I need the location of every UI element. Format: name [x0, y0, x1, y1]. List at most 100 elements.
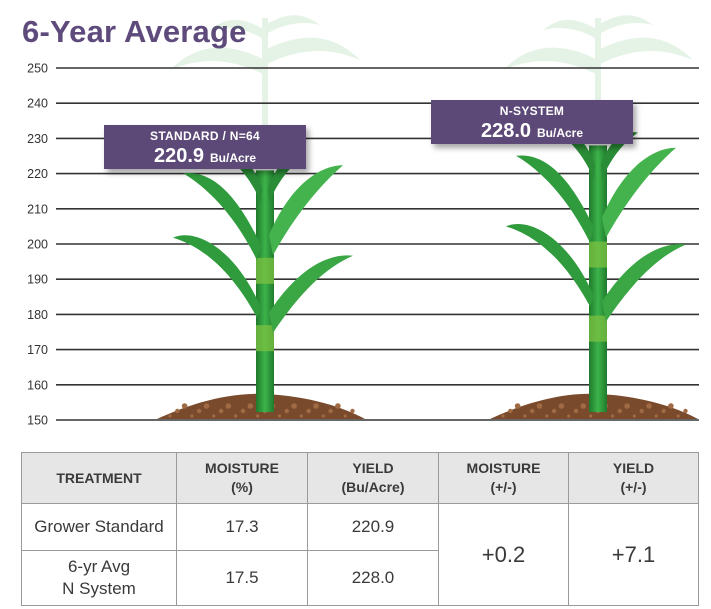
- soil-speck: [306, 408, 311, 414]
- soil-speck: [668, 403, 674, 409]
- soil-speck: [247, 403, 254, 409]
- table-row: 6-yr Avg N System 17.5 228.0: [21, 550, 699, 606]
- soil-speck: [212, 414, 216, 418]
- callout-box: [431, 100, 633, 144]
- corn-plant-icon: [490, 132, 698, 419]
- cell-yield: 228.0: [307, 550, 439, 606]
- header-moisture-diff-unit: (+/-): [490, 479, 517, 495]
- leaf: [516, 155, 594, 243]
- header-treatment: TREATMENT: [21, 452, 177, 504]
- soil-speck: [335, 403, 341, 409]
- soil-speck: [175, 408, 180, 414]
- table-header-row: TREATMENT MOISTURE (%) YIELD (Bu/Acre) M…: [21, 452, 699, 504]
- value-callout: N-SYSTEM 228.0 Bu/Acre: [431, 100, 633, 144]
- corn-plant-icon: [157, 155, 365, 419]
- y-tick-label: 250: [27, 62, 48, 76]
- soil-speck: [545, 414, 549, 418]
- soil-speck: [240, 408, 246, 414]
- cell-moisture: 17.5: [176, 550, 308, 606]
- soil-speck: [646, 403, 652, 409]
- soil-speck: [218, 408, 224, 414]
- leaf: [506, 223, 594, 307]
- page-title: 6-Year Average: [22, 14, 247, 49]
- header-treatment-label: TREATMENT: [56, 469, 142, 486]
- soil-speck: [589, 414, 593, 418]
- cell-yield: 220.9: [307, 503, 439, 551]
- soil-speck: [501, 414, 505, 418]
- yield-chart: 250 240 230 220 210 200 190 180 170 160 150 STANDA…: [27, 15, 699, 428]
- background-plant-silhouettes: [170, 15, 693, 128]
- y-tick-label: 150: [27, 414, 48, 428]
- treatment-label: Grower Standard: [34, 517, 164, 536]
- y-tick-label: 230: [27, 132, 48, 146]
- cell-moisture: 17.3: [176, 503, 308, 551]
- soil-speck: [536, 403, 543, 409]
- soil-speck: [234, 414, 238, 418]
- soil-speck: [168, 414, 172, 418]
- leaf: [173, 235, 261, 318]
- leaf: [269, 165, 343, 256]
- treatment-label-line2: N System: [62, 579, 136, 598]
- soil-speck: [530, 408, 535, 414]
- y-tick-label: 170: [27, 343, 48, 357]
- soil-speck: [654, 414, 658, 418]
- soil-speck: [523, 414, 527, 418]
- y-tick-label: 220: [27, 167, 48, 181]
- header-moisture-diff: MOISTURE (+/-): [438, 452, 569, 504]
- header-yield-diff-label: YIELD: [612, 460, 655, 476]
- stalk-node: [256, 325, 274, 352]
- soil-speck: [661, 408, 666, 414]
- y-tick-label: 210: [27, 202, 48, 216]
- y-tick-label: 200: [27, 238, 48, 252]
- callout-box: [104, 125, 306, 169]
- header-yield-diff: YIELD (+/-): [568, 452, 699, 504]
- y-tick-label: 240: [27, 97, 48, 111]
- bar: [256, 170, 274, 412]
- soil-speck: [313, 403, 319, 409]
- leaf: [269, 255, 353, 333]
- bar: [589, 145, 607, 412]
- soil-speck: [567, 414, 571, 418]
- soil-speck: [190, 414, 194, 418]
- cell-yield-diff: +7.1: [568, 503, 699, 606]
- y-tick-label: 160: [27, 378, 48, 392]
- soil-speck: [683, 408, 688, 414]
- ghost-plant-icon: [170, 15, 360, 128]
- soil-speck: [514, 403, 521, 409]
- treatment-label-line1: 6-yr Avg: [67, 557, 131, 576]
- soil-speck: [291, 403, 297, 409]
- header-moisture-unit: (%): [231, 479, 253, 495]
- cell-treatment: Grower Standard: [21, 503, 177, 551]
- soil-speck: [676, 414, 680, 418]
- value-callout: STANDARD / N=64 220.9 Bu/Acre: [104, 125, 306, 169]
- leaf: [602, 244, 686, 322]
- cell-moisture-diff: +0.2: [438, 503, 569, 606]
- soil-speck: [617, 408, 622, 414]
- soil-speck: [573, 408, 579, 414]
- soil-speck: [203, 403, 210, 409]
- header-yield-diff-unit: (+/-): [620, 479, 647, 495]
- callout-caption: N-SYSTEM: [500, 104, 564, 118]
- table-row: Grower Standard 17.3 220.9 +0.2 +7.1: [21, 503, 699, 606]
- header-yield: YIELD (Bu/Acre): [307, 452, 439, 504]
- soil-speck: [508, 408, 513, 414]
- header-yield-unit: (Bu/Acre): [341, 479, 405, 495]
- soil-speck: [277, 414, 282, 418]
- results-table: TREATMENT MOISTURE (%) YIELD (Bu/Acre) M…: [21, 452, 699, 606]
- plants: [157, 132, 698, 419]
- stalk-node: [256, 257, 274, 284]
- soil-speck: [225, 403, 232, 409]
- leaf: [183, 173, 261, 261]
- soil-speck: [632, 414, 637, 418]
- callouts: STANDARD / N=64 220.9 Bu/Acre N-SYSTEM 228.0…: [104, 100, 633, 169]
- soil-speck: [350, 408, 355, 414]
- header-moisture-diff-label: MOISTURE: [466, 460, 541, 476]
- soil-speck: [551, 408, 557, 414]
- soil-speck: [197, 408, 202, 414]
- soil-speck: [639, 408, 644, 414]
- stalk-node: [589, 315, 607, 342]
- soil-speck: [321, 414, 325, 418]
- header-moisture: MOISTURE (%): [176, 452, 308, 504]
- soil-speck: [256, 414, 260, 418]
- ghost-plant-icon: [503, 15, 693, 128]
